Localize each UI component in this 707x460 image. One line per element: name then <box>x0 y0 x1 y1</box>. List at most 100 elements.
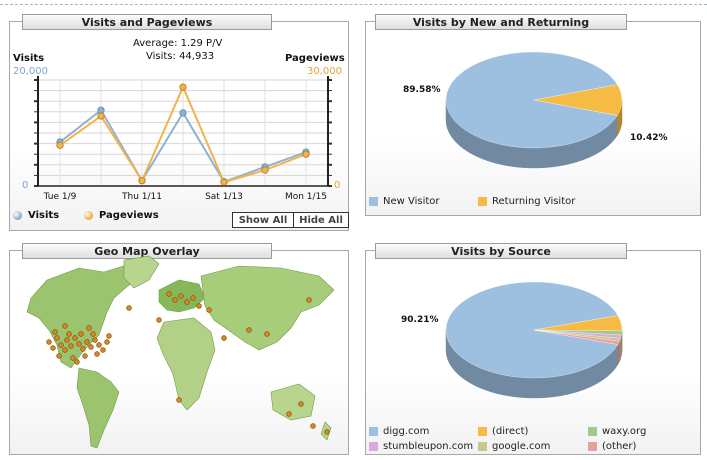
visit-location-dot <box>70 355 76 361</box>
visit-location-dot <box>92 337 98 343</box>
visit-location-dot <box>68 343 74 349</box>
visit-location-dot <box>104 339 110 345</box>
visit-location-dot <box>64 337 70 343</box>
legend-new-visitor: New Visitor <box>369 196 440 207</box>
show-all-button[interactable]: Show All <box>232 212 294 228</box>
x-tick-label: Tue 1/9 <box>43 192 77 202</box>
legend-source-2: waxy.org <box>588 426 646 437</box>
visit-location-dot <box>62 347 68 353</box>
south-america-region <box>76 367 120 449</box>
legend-source-0: digg.com <box>369 426 429 437</box>
visit-location-dot <box>176 397 182 403</box>
left-axis-min: 0 <box>22 180 29 191</box>
visit-location-dot <box>46 339 52 345</box>
visit-location-dot <box>56 353 62 359</box>
visit-location-dot <box>106 333 112 339</box>
legend-source-4-label: google.com <box>492 441 551 452</box>
new-returning-title: Visits by New and Returning <box>375 14 627 30</box>
visit-location-dot <box>206 307 212 313</box>
legend-returning-visitor-label: Returning Visitor <box>492 196 576 207</box>
visit-location-dot <box>246 327 252 333</box>
visit-location-dot <box>196 303 202 309</box>
visit-location-dot <box>50 345 56 351</box>
visit-location-dot <box>126 305 132 311</box>
legend-source-3: stumbleupon.com <box>369 441 473 452</box>
visit-location-dot <box>66 331 72 337</box>
data-point-pageviews <box>56 141 64 149</box>
visit-location-dot <box>84 339 90 345</box>
visit-location-dot <box>90 331 96 337</box>
pie-slice-new-visitor <box>445 51 618 149</box>
top-divider <box>0 4 707 5</box>
x-tick-label: Sat 1/13 <box>205 192 243 202</box>
right-axis-max: 30,000 <box>307 66 342 77</box>
data-point-pageviews <box>138 177 146 185</box>
source-main-pct: 90.21% <box>401 315 439 325</box>
visits-pageviews-panel <box>9 21 349 231</box>
visit-location-dot <box>156 317 162 323</box>
right-axis-label: Pageviews <box>285 53 345 64</box>
data-point-pageviews <box>302 150 310 158</box>
visit-location-dot <box>88 344 94 350</box>
visit-location-dot <box>80 346 86 352</box>
legend-source-3-label: stumbleupon.com <box>383 441 474 452</box>
legend-pageviews-label: Pageviews <box>99 210 159 221</box>
right-axis-min: 0 <box>334 180 341 191</box>
visit-location-dot <box>166 291 172 297</box>
visit-location-dot <box>72 335 78 341</box>
data-point-visits <box>179 109 187 117</box>
legend-source-1-label: (direct) <box>492 426 529 437</box>
visit-location-dot <box>82 353 88 359</box>
legend-visits-label: Visits <box>28 210 60 221</box>
pie-slice-returning-visitor <box>533 84 623 116</box>
legend-source-2-label: waxy.org <box>602 426 647 437</box>
legend-source-2-swatch <box>588 426 597 436</box>
legend-returning-visitor-swatch <box>478 196 487 206</box>
visits-total-text: Visits: 44,933 <box>146 51 215 62</box>
greenland-region <box>123 255 160 289</box>
north-america-region <box>26 264 145 369</box>
visit-location-dot <box>58 342 64 348</box>
average-text: Average: 1.29 P/V <box>133 38 223 49</box>
legend-source-4: google.com <box>478 441 550 452</box>
pie-side--other- <box>617 341 620 366</box>
africa-region <box>156 317 216 411</box>
world-map[interactable] <box>9 250 349 455</box>
visit-location-dot <box>54 335 60 341</box>
visit-location-dot <box>52 329 58 335</box>
returning-visitor-pct: 10.42% <box>630 133 668 143</box>
visits-pageviews-title: Visits and Pageviews <box>22 14 272 30</box>
visit-location-dot <box>74 359 80 365</box>
visit-location-dot <box>221 335 227 341</box>
visit-location-dot <box>184 299 190 305</box>
legend-source-4-swatch <box>478 441 487 451</box>
visit-location-dot <box>76 341 82 347</box>
visit-location-dot <box>310 423 316 429</box>
visit-location-dot <box>62 323 68 329</box>
legend-source-5: (other) <box>588 441 636 452</box>
new-visitor-pct: 89.58% <box>403 85 441 95</box>
legend-pageviews-dot <box>84 211 93 220</box>
legend-source-1-swatch <box>478 426 487 436</box>
data-point-pageviews <box>179 83 187 91</box>
legend-source-1: (direct) <box>478 426 528 437</box>
x-tick-label: Thu 1/11 <box>121 192 162 202</box>
visit-location-dot <box>96 342 102 348</box>
visit-location-dot <box>264 331 270 337</box>
australia-region <box>270 383 316 421</box>
visit-location-dot <box>172 297 178 303</box>
legend-source-0-swatch <box>369 426 378 436</box>
legend-visits-dot <box>13 211 22 220</box>
visit-location-dot <box>86 325 92 331</box>
pie-slice-digg-com <box>445 281 619 379</box>
visit-location-dot <box>178 293 184 299</box>
left-axis-label: Visits <box>13 53 45 64</box>
data-point-pageviews <box>97 112 105 120</box>
visit-location-dot <box>190 295 196 301</box>
hide-all-button[interactable]: Hide All <box>293 212 349 228</box>
visit-location-dot <box>78 331 84 337</box>
pie-slice--other- <box>533 329 620 345</box>
